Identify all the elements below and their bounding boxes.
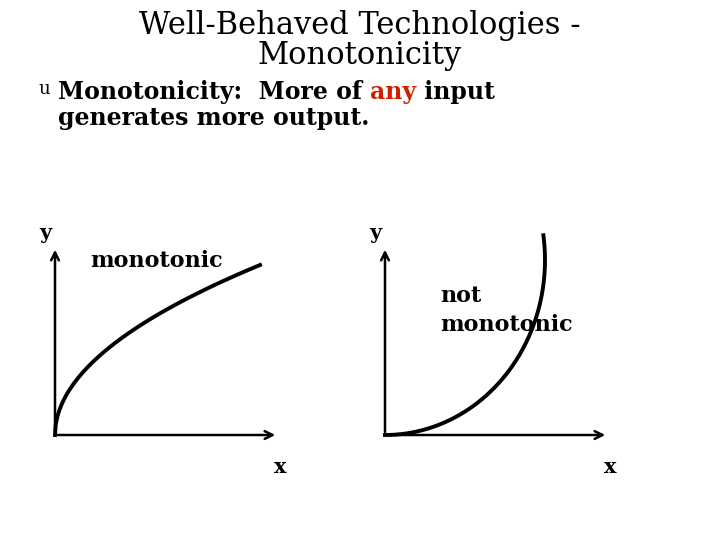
Text: not
monotonic: not monotonic [440,285,572,336]
Text: any: any [370,80,416,104]
Text: monotonic: monotonic [90,250,222,272]
Text: generates more output.: generates more output. [58,106,369,130]
Text: Monotonicity:  More of: Monotonicity: More of [58,80,370,104]
Text: y: y [39,223,51,243]
Text: input: input [416,80,495,104]
Text: x: x [604,457,616,477]
Text: Well-Behaved Technologies -: Well-Behaved Technologies - [139,10,581,41]
Text: Monotonicity: Monotonicity [258,40,462,71]
Text: u: u [38,80,50,98]
Text: y: y [369,223,381,243]
Text: x: x [274,457,287,477]
